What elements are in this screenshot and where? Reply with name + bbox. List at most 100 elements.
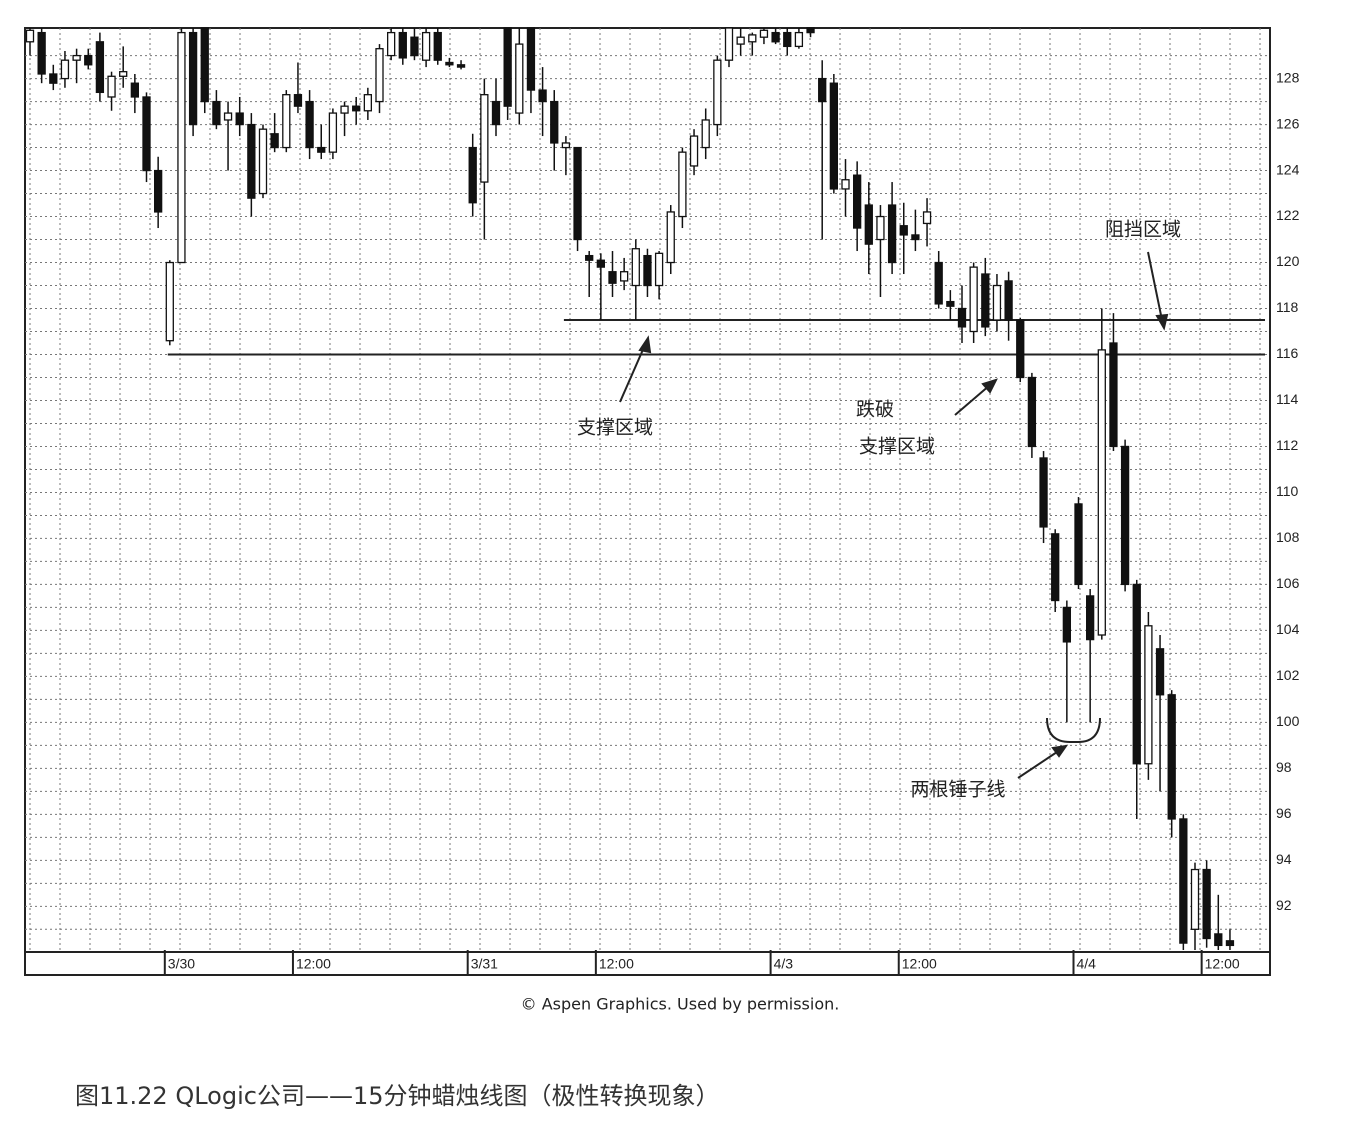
candle-body: [1004, 280, 1013, 321]
candle-body: [247, 123, 256, 199]
annotation: 支撑区域: [577, 417, 653, 439]
candle-body: [84, 54, 93, 66]
candle-body: [1016, 319, 1025, 379]
candle-body: [445, 61, 454, 66]
candle-body: [969, 266, 978, 333]
candle-body: [1109, 342, 1118, 448]
candle-body: [177, 31, 186, 264]
candle-body: [37, 31, 46, 75]
candle-body: [130, 82, 140, 98]
candle-body: [421, 31, 431, 61]
candle-body: [561, 142, 571, 149]
candle-body: [864, 204, 873, 245]
candle-body: [608, 271, 617, 284]
candle-body: [1062, 606, 1071, 643]
candle-body: [573, 146, 582, 241]
candle-body: [1190, 868, 1200, 930]
x-tick-label: 12:00: [599, 956, 634, 972]
candle-body: [992, 284, 1002, 321]
candle-body: [596, 259, 605, 268]
y-tick-label: 102: [1276, 667, 1300, 683]
candle-body: [1120, 445, 1130, 586]
candle-body: [305, 100, 314, 149]
credit: © Aspen Graphics. Used by permission.: [521, 995, 840, 1014]
candle-body: [363, 94, 373, 112]
candle-body: [1179, 818, 1188, 944]
candle-body: [491, 100, 501, 126]
candle-body: [1225, 940, 1235, 947]
candle-body: [433, 31, 442, 61]
candle-body: [317, 146, 326, 153]
candle-body: [258, 128, 268, 195]
y-tick-label: 118: [1276, 299, 1299, 315]
candle-body: [550, 100, 559, 144]
candle-body: [212, 100, 221, 126]
candle-body: [235, 112, 244, 126]
candle-body: [538, 89, 547, 103]
candle-body: [829, 82, 838, 190]
y-tick-label: 112: [1276, 437, 1299, 453]
candle-body: [1051, 533, 1060, 602]
y-tick-label: 128: [1276, 69, 1300, 85]
candle-body: [1074, 503, 1083, 586]
candle-body: [340, 105, 349, 114]
candle-body: [981, 273, 990, 328]
candle-body: [887, 204, 897, 264]
y-tick-label: 120: [1276, 253, 1300, 269]
x-tick-label: 12:00: [1205, 956, 1240, 972]
x-tick-label: 4/4: [1077, 956, 1097, 972]
candle-body: [922, 211, 932, 225]
candle-body: [957, 307, 967, 328]
y-tick-label: 116: [1276, 345, 1299, 361]
y-tick-label: 122: [1276, 207, 1300, 223]
candles: [25, 27, 1265, 950]
candle-body: [293, 94, 303, 107]
candle-body: [107, 75, 116, 98]
candle-body: [853, 174, 862, 229]
candle-body: [666, 211, 675, 264]
candle-body: [282, 94, 291, 149]
candle-body: [468, 146, 477, 204]
candle-body: [375, 48, 384, 103]
y-tick-label: 96: [1276, 805, 1292, 821]
y-tick-label: 106: [1276, 575, 1300, 591]
candle-body: [410, 36, 419, 57]
candle-body: [724, 27, 734, 61]
caption: 图11.22 QLogic公司——15分钟蜡烛线图（极性转换现象）: [75, 1082, 720, 1110]
candle-body: [1214, 933, 1223, 947]
candle-body: [1039, 457, 1048, 528]
candle-body: [678, 151, 687, 218]
candle-body: [223, 112, 233, 121]
y-tick-label: 94: [1276, 851, 1292, 867]
annotation: 支撑区域: [859, 436, 935, 458]
candle-body: [25, 29, 35, 43]
candle-body: [188, 31, 198, 126]
candle-body: [200, 27, 209, 103]
candle-body: [1155, 648, 1165, 696]
candle-body: [398, 31, 407, 59]
arrows: [619, 251, 1169, 779]
candle-body: [480, 94, 489, 183]
y-tick-label: 98: [1276, 759, 1292, 775]
candle-body: [946, 300, 955, 307]
candle-body: [1167, 694, 1176, 820]
candle-body: [456, 64, 466, 68]
candle-body: [759, 29, 769, 38]
annotation: 阻挡区域: [1105, 219, 1181, 241]
y-tick-label: 124: [1276, 161, 1300, 177]
grid: 92 94 96 98 100 102 104 106 108 110 112 114 116 118 12…: [25, 28, 1300, 975]
candle-body: [153, 169, 163, 213]
candle-body: [643, 254, 652, 287]
candle-body: [1027, 376, 1037, 448]
y-tick-label: 92: [1276, 897, 1292, 913]
candle-body: [783, 31, 792, 48]
candle-body: [1144, 625, 1153, 765]
candle-body: [1086, 595, 1095, 641]
candle-body: [515, 43, 524, 114]
annotation: 跌破: [856, 399, 894, 421]
candle-body: [713, 59, 722, 126]
candle-body: [899, 225, 908, 236]
x-tick-label: 12:00: [902, 956, 937, 972]
y-tick-label: 100: [1276, 713, 1300, 729]
